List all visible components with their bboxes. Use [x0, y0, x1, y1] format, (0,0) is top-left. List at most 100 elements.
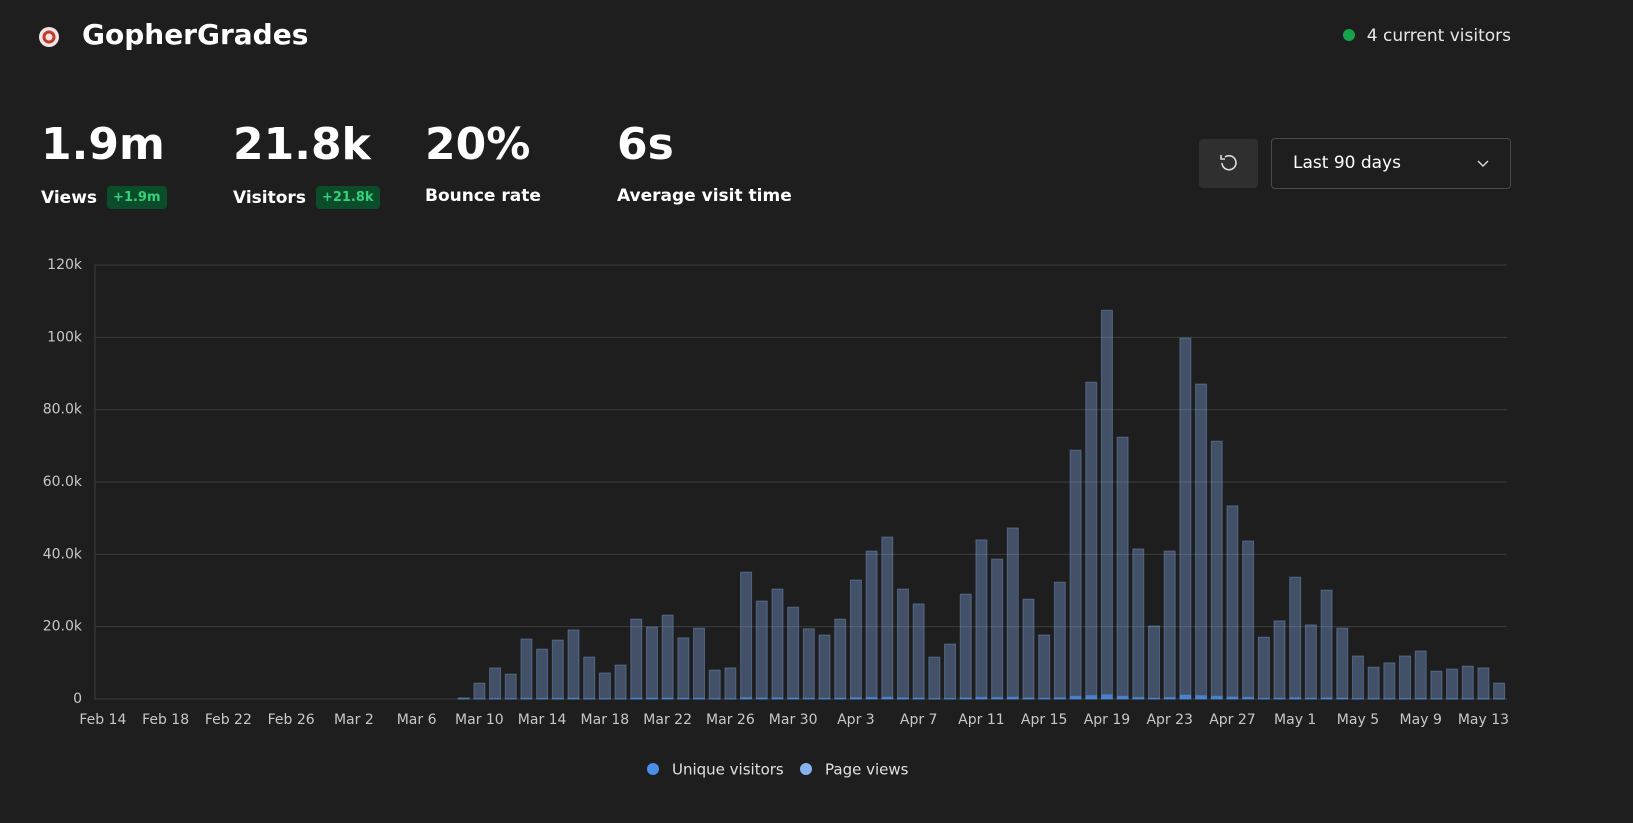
x-tick-label: Apr 27	[1209, 712, 1255, 728]
bar	[1006, 696, 1019, 700]
bar	[881, 696, 894, 700]
x-tick-label: Feb 26	[268, 712, 315, 728]
x-tick-label: Mar 18	[581, 712, 630, 728]
bar	[834, 618, 847, 700]
stat-value: 21.8k	[233, 119, 371, 170]
bar	[1257, 697, 1270, 700]
bar	[991, 696, 1004, 700]
bar	[912, 603, 925, 700]
bar	[693, 627, 706, 700]
y-tick-label: 100k	[47, 329, 83, 345]
logo	[39, 27, 59, 47]
bar	[536, 648, 549, 700]
y-tick-label: 20.0k	[43, 619, 83, 635]
stat-label: Visitors	[233, 187, 306, 208]
bar	[1195, 694, 1208, 700]
bar	[1069, 449, 1082, 700]
visitors-text: 4 current visitors	[1366, 26, 1511, 46]
bar	[661, 697, 674, 700]
bar	[1273, 620, 1286, 700]
bar	[1022, 697, 1035, 700]
x-tick-label: Mar 10	[455, 712, 504, 728]
legend-swatch	[647, 763, 659, 775]
bar	[755, 600, 768, 700]
bar	[1179, 337, 1192, 700]
y-tick-label: 120k	[47, 257, 83, 273]
bar	[1414, 697, 1427, 700]
y-tick-label: 60.0k	[43, 474, 83, 490]
bar	[630, 618, 643, 700]
y-tick-label: 80.0k	[43, 402, 83, 418]
site-title: GopherGrades	[82, 18, 309, 51]
x-tick-label: Apr 23	[1146, 712, 1192, 728]
bar	[1257, 636, 1270, 700]
stat: 6s Average visit time	[617, 118, 792, 206]
bar	[1022, 598, 1035, 700]
bar	[959, 593, 972, 700]
bar	[693, 697, 706, 700]
bar	[1430, 670, 1443, 700]
stat-label-row: Views +1.9m	[41, 186, 167, 209]
bar	[802, 628, 815, 700]
bar	[1304, 697, 1317, 700]
bar	[1053, 697, 1066, 700]
stat-value: 20%	[425, 119, 531, 170]
bar	[1038, 634, 1051, 700]
bar	[645, 697, 658, 700]
x-tick-label: Mar 26	[706, 712, 755, 728]
bar	[1132, 696, 1145, 700]
x-tick-label: Apr 7	[900, 712, 938, 728]
bar	[677, 637, 690, 700]
bar	[536, 697, 549, 700]
bar	[583, 656, 596, 700]
bar	[708, 669, 721, 700]
bar	[1210, 440, 1223, 700]
bar	[1132, 548, 1145, 700]
bar	[771, 697, 784, 700]
bar	[865, 696, 878, 700]
bar	[1446, 668, 1459, 700]
bar	[944, 697, 957, 700]
range-text: Last 90 days	[1293, 153, 1401, 173]
bar	[1242, 540, 1255, 700]
bar	[818, 697, 831, 700]
stat-label: Bounce rate	[425, 186, 541, 206]
stat-label: Views	[41, 187, 98, 208]
bar	[802, 697, 815, 700]
bar	[1163, 550, 1176, 700]
bar	[1006, 527, 1019, 700]
bar	[896, 697, 909, 700]
bar	[645, 626, 658, 700]
x-tick-label: Mar 6	[397, 712, 437, 728]
stat-label-row: Visitors +21.8k	[233, 186, 380, 209]
bar	[740, 697, 753, 700]
bar	[1226, 696, 1239, 700]
bar	[944, 643, 957, 700]
bar	[1116, 436, 1129, 700]
bar	[975, 539, 988, 700]
bar	[598, 672, 611, 700]
bar	[1289, 576, 1302, 700]
bar	[787, 606, 800, 700]
bar	[1383, 662, 1396, 700]
current-visitors: 4 current visitors	[1342, 26, 1511, 46]
bar	[1100, 309, 1113, 700]
bar	[849, 579, 862, 700]
x-tick-label: Apr 11	[958, 712, 1004, 728]
bar	[1053, 581, 1066, 700]
bar	[849, 697, 862, 700]
bar	[912, 697, 925, 700]
bar	[1320, 589, 1333, 700]
bar	[504, 673, 517, 700]
bar	[975, 696, 988, 700]
bar	[1069, 695, 1082, 700]
range-select[interactable]: Last 90 days	[1271, 138, 1511, 189]
bar	[1179, 694, 1192, 700]
bar	[1336, 627, 1349, 700]
refresh-button[interactable]	[1199, 139, 1258, 188]
bar	[1493, 682, 1506, 700]
x-tick-label: Mar 22	[643, 712, 692, 728]
bar	[1273, 697, 1286, 700]
